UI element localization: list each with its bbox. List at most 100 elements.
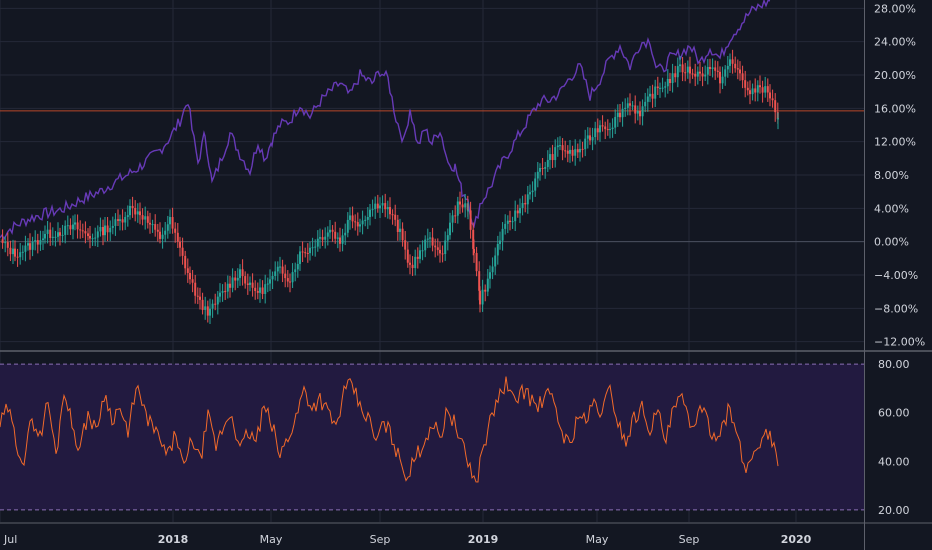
candle-body bbox=[409, 262, 411, 265]
candle-body bbox=[541, 167, 544, 169]
candle-body bbox=[24, 245, 27, 252]
time-tick-label: 2019 bbox=[468, 533, 499, 546]
candle-body bbox=[231, 277, 234, 288]
candle-body bbox=[436, 247, 439, 250]
candle-body bbox=[594, 128, 597, 138]
candle-body bbox=[96, 231, 99, 238]
price-tick-label: 24.00% bbox=[874, 36, 916, 49]
candle-body bbox=[254, 287, 257, 291]
candle-body bbox=[741, 73, 744, 81]
candle-body bbox=[644, 101, 647, 107]
candle-body bbox=[79, 229, 82, 231]
candle-body bbox=[339, 237, 341, 244]
candle-body bbox=[59, 232, 61, 236]
candle-body bbox=[281, 266, 284, 274]
candle-body bbox=[81, 230, 84, 232]
candle-body bbox=[709, 66, 711, 69]
candle-body bbox=[341, 235, 344, 244]
candle-body bbox=[261, 287, 264, 294]
candle-body bbox=[636, 111, 639, 114]
candle-body bbox=[201, 299, 204, 310]
candle-body bbox=[524, 203, 527, 205]
candle-body bbox=[496, 243, 499, 256]
price-tick-label: 0.00% bbox=[874, 236, 909, 249]
candle-body bbox=[16, 256, 19, 258]
candle-body bbox=[91, 238, 94, 240]
candle-body bbox=[189, 272, 191, 280]
candle-body bbox=[314, 246, 317, 248]
candle-body bbox=[274, 271, 277, 277]
candle-body bbox=[129, 205, 131, 216]
candle-body bbox=[666, 78, 669, 87]
candle-body bbox=[306, 253, 309, 255]
candle-body bbox=[556, 145, 559, 148]
candle-body bbox=[544, 166, 547, 169]
candle-body bbox=[131, 205, 134, 209]
candle-body bbox=[631, 105, 634, 107]
candle-body bbox=[174, 228, 177, 233]
candle-body bbox=[31, 241, 34, 250]
candle-body bbox=[184, 255, 187, 269]
candle-body bbox=[579, 148, 581, 153]
rsi-tick-label: 20.00 bbox=[878, 504, 910, 517]
candle-body bbox=[681, 64, 684, 73]
candle-body bbox=[211, 303, 214, 309]
candle-body bbox=[124, 216, 127, 223]
candle-body bbox=[701, 73, 704, 77]
candle-body bbox=[4, 242, 7, 244]
candle-body bbox=[614, 116, 617, 128]
candle-body bbox=[611, 127, 614, 130]
candle-body bbox=[596, 128, 599, 133]
price-tick-label: −12.00% bbox=[874, 336, 925, 349]
time-tick-label: Jul bbox=[3, 533, 17, 546]
candle-body bbox=[421, 250, 424, 252]
candle-body bbox=[601, 125, 604, 127]
candle-body bbox=[479, 290, 481, 305]
candle-body bbox=[706, 66, 709, 75]
candle-body bbox=[241, 269, 244, 277]
candle-body bbox=[51, 236, 54, 238]
candle-body bbox=[391, 214, 394, 216]
candle-body bbox=[69, 225, 72, 230]
candle-body bbox=[449, 222, 451, 236]
candle-body bbox=[589, 135, 591, 141]
comparison-series-line bbox=[0, 0, 771, 241]
candle-body bbox=[414, 256, 417, 269]
candle-body bbox=[249, 282, 251, 285]
candle-body bbox=[171, 217, 174, 229]
candle-body bbox=[294, 269, 297, 273]
candle-body bbox=[44, 233, 46, 239]
candle-body bbox=[639, 111, 641, 117]
candle-body bbox=[404, 240, 407, 250]
candle-body bbox=[526, 194, 529, 205]
candle-body bbox=[134, 208, 137, 215]
candle-body bbox=[246, 283, 249, 285]
candle-body bbox=[641, 106, 644, 117]
candle-body bbox=[491, 266, 494, 273]
candle-body bbox=[214, 303, 217, 305]
candle-body bbox=[269, 279, 271, 284]
candle-body bbox=[586, 135, 589, 139]
candle-body bbox=[484, 289, 487, 292]
candle-body bbox=[669, 78, 671, 84]
candle-body bbox=[216, 296, 219, 305]
candle-body bbox=[576, 149, 579, 153]
price-tick-label: 20.00% bbox=[874, 69, 916, 82]
candle-body bbox=[739, 69, 741, 74]
candle-body bbox=[649, 93, 651, 97]
candle-body bbox=[499, 240, 501, 244]
candle-body bbox=[729, 59, 731, 66]
candle-body bbox=[749, 90, 751, 95]
candle-body bbox=[406, 249, 409, 263]
candle-body bbox=[473, 248, 475, 253]
candle-body bbox=[684, 72, 687, 74]
candle-body bbox=[766, 86, 769, 93]
price-tick-label: 8.00% bbox=[874, 169, 909, 182]
candle-body bbox=[551, 154, 554, 161]
candle-body bbox=[321, 237, 324, 240]
candle-body bbox=[559, 145, 561, 147]
candle-body bbox=[106, 225, 109, 233]
candle-body bbox=[674, 73, 677, 78]
candle-body bbox=[87, 233, 89, 236]
candle-body bbox=[221, 291, 224, 293]
